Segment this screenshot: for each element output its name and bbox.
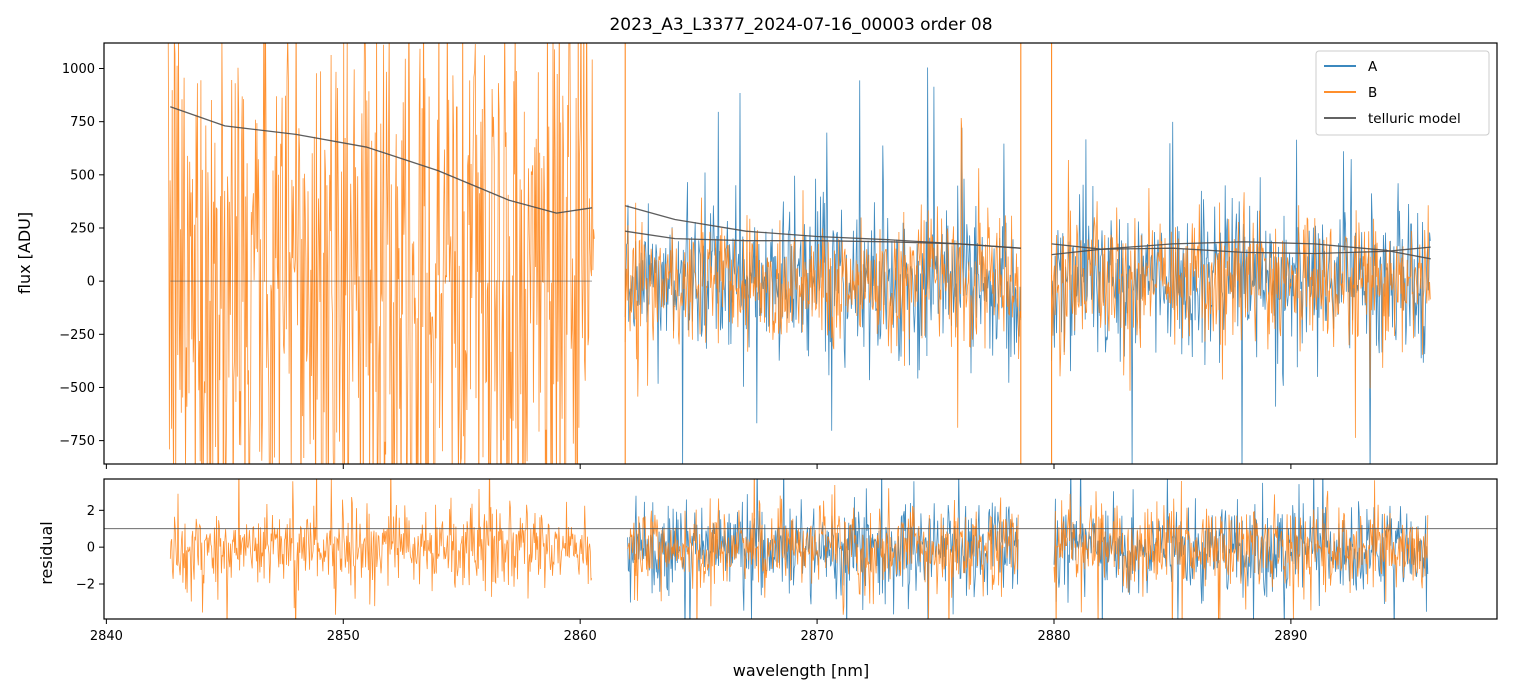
- residual-y-tick-label: 0: [87, 541, 95, 556]
- series-b-segment-3: [1051, 159, 1431, 438]
- x-axis-label: wavelength [nm]: [733, 661, 870, 680]
- legend: A B telluric model: [1315, 50, 1490, 136]
- series-b-segment-1: [167, 43, 595, 464]
- chart-title: 2023_A3_L3377_2024-07-16_00003 order 08: [609, 15, 992, 35]
- flux-y-tick-label: 1000: [62, 62, 95, 77]
- telluric-curve-6: [1051, 241, 1431, 260]
- residual-y-tick-label: 2: [87, 504, 95, 519]
- telluric-curve-1: [170, 106, 593, 214]
- series-b-segment-2: [624, 117, 1022, 428]
- flux-y-tick-label: 250: [70, 221, 95, 236]
- residual-b-segment-3: [1053, 480, 1429, 619]
- residual-b-segment-2: [627, 479, 1019, 619]
- x-tick-label: 2890: [1274, 629, 1307, 644]
- residual-y-axis-label: residual: [37, 521, 56, 584]
- flux-y-axis-label: flux [ADU]: [15, 212, 34, 294]
- flux-y-tick-label: −750: [59, 434, 95, 449]
- legend-label-a: A: [1368, 59, 1378, 75]
- residual-panel: −2 0 2 2840 2850 2860 2870 2880 2890 residual w…: [37, 478, 1498, 680]
- x-tick-label: 2840: [90, 629, 123, 644]
- residual-y-tick-label: −2: [76, 578, 95, 593]
- legend-label-b: B: [1368, 85, 1377, 101]
- residual-axes-frame: [103, 478, 1498, 620]
- x-tick-label: 2850: [327, 629, 360, 644]
- x-tick-label: 2880: [1037, 629, 1070, 644]
- flux-y-tick-label: −500: [59, 381, 95, 396]
- flux-y-tick-label: 500: [70, 168, 95, 183]
- residual-b-segment-1: [169, 479, 593, 619]
- flux-axes-frame: [103, 42, 1498, 465]
- x-tick-label: 2870: [801, 629, 834, 644]
- flux-y-tick-label: 750: [70, 115, 95, 130]
- x-tick-label: 2860: [564, 629, 597, 644]
- legend-label-telluric: telluric model: [1368, 111, 1461, 127]
- telluric-curve-4: [625, 230, 1021, 249]
- flux-panel: −750 −500 −250 0 250 500 750 1000 flux [ADU] A …: [15, 42, 1498, 469]
- flux-y-tick-label: 0: [87, 275, 95, 290]
- flux-y-tick-label: −250: [59, 328, 95, 343]
